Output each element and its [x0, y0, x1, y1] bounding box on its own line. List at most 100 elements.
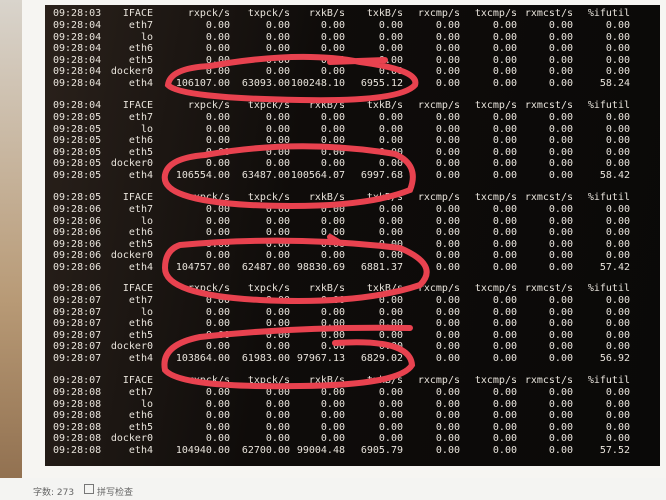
- value-cell: 0.00: [492, 238, 517, 250]
- value-cell: 6881.37: [360, 262, 403, 273]
- value-cell: rxmcst/s: [524, 283, 573, 294]
- value-cell: rxpck/s: [187, 192, 230, 203]
- value-cell: 0.00: [548, 421, 573, 433]
- value-cell: 0.00: [265, 306, 290, 318]
- value-cell: 0.00: [205, 31, 230, 43]
- value-cell: 0.00: [265, 238, 290, 250]
- value-cell: 0.00: [492, 353, 517, 364]
- value-cell: 0.00: [205, 398, 230, 410]
- value-cell: 0.00: [605, 329, 630, 341]
- table-row: 09:28:06 docker0 0.00 0.00 0.00 0.00 0.00 0.00 0…: [45, 250, 660, 262]
- value-cell: docker0: [110, 433, 153, 445]
- value-cell: txcmp/s: [474, 100, 517, 111]
- value-cell: 0.00: [605, 54, 630, 66]
- value-cell: 0.00: [548, 135, 573, 147]
- value-cell: eth7: [128, 20, 153, 31]
- table-row: 09:28:06 eth4 104757.00 62487.00 98830.69 688…: [45, 262, 660, 274]
- value-cell: 0.00: [605, 215, 630, 227]
- value-cell: 106107.00: [175, 78, 230, 89]
- time-cell: 09:28:06: [53, 238, 102, 250]
- value-cell: 0.00: [265, 318, 290, 330]
- value-cell: eth5: [128, 238, 153, 250]
- time-cell: 09:28:04: [53, 100, 102, 111]
- time-cell: 09:28:04: [53, 78, 102, 89]
- value-cell: 0.00: [320, 387, 345, 398]
- value-cell: 0.00: [265, 341, 290, 353]
- value-cell: 63093.00: [241, 78, 290, 89]
- terminal-screenshot-image[interactable]: 09:28:03 IFACE rxpck/s txpck/s rxkB/s txkB/s r…: [45, 5, 660, 466]
- value-cell: 0.00: [492, 170, 517, 181]
- value-cell: 0.00: [378, 54, 403, 66]
- value-cell: 6829.02: [360, 353, 403, 364]
- value-cell: rxcmp/s: [417, 283, 460, 294]
- value-cell: 0.00: [205, 54, 230, 66]
- value-cell: 63487.00: [241, 170, 290, 181]
- value-cell: 0.00: [320, 204, 345, 215]
- value-cell: 0.00: [320, 433, 345, 445]
- value-cell: 0.00: [548, 215, 573, 227]
- table-row: 09:28:08 eth5 0.00 0.00 0.00 0.00 0.00 0.00 0.00…: [45, 422, 660, 434]
- value-cell: 0.00: [320, 227, 345, 239]
- value-cell: 0.00: [435, 54, 460, 66]
- value-cell: 0.00: [435, 170, 460, 181]
- value-cell: txcmp/s: [474, 375, 517, 386]
- value-cell: 0.00: [605, 387, 630, 398]
- value-cell: IFACE: [122, 375, 153, 386]
- value-cell: 0.00: [548, 445, 573, 456]
- value-cell: 0.00: [435, 398, 460, 410]
- value-cell: 0.00: [320, 318, 345, 330]
- value-cell: 0.00: [320, 43, 345, 55]
- table-row: 09:28:07 eth4 103864.00 61983.00 97967.13 682…: [45, 353, 660, 365]
- value-cell: rxcmp/s: [417, 192, 460, 203]
- value-cell: 0.00: [548, 112, 573, 123]
- value-cell: 0.00: [435, 135, 460, 147]
- time-cell: 09:28:07: [53, 306, 102, 318]
- value-cell: 0.00: [492, 410, 517, 422]
- value-cell: rxpck/s: [187, 100, 230, 111]
- time-cell: 09:28:04: [53, 20, 102, 31]
- value-cell: 0.00: [492, 398, 517, 410]
- value-cell: eth4: [128, 445, 153, 456]
- checkbox-icon[interactable]: [84, 484, 94, 494]
- spellcheck-button[interactable]: 拼写检查: [97, 488, 134, 498]
- value-cell: 0.00: [605, 341, 630, 353]
- time-cell: 09:28:04: [53, 54, 102, 66]
- value-cell: 0.00: [320, 158, 345, 170]
- value-cell: 0.00: [265, 123, 290, 135]
- value-cell: 0.00: [265, 135, 290, 147]
- table-row: 09:28:08 eth7 0.00 0.00 0.00 0.00 0.00 0.00 0.00…: [45, 387, 660, 399]
- value-cell: lo: [140, 306, 153, 318]
- value-cell: 0.00: [605, 318, 630, 330]
- value-cell: rxkB/s: [308, 100, 345, 111]
- table-row: 09:28:04 docker0 0.00 0.00 0.00 0.00 0.00 0.00 0…: [45, 66, 660, 78]
- value-cell: 0.00: [265, 158, 290, 170]
- value-cell: 0.00: [548, 410, 573, 422]
- value-cell: %ifutil: [587, 192, 630, 203]
- value-cell: 6955.12: [360, 78, 403, 89]
- value-cell: 56.92: [599, 353, 630, 364]
- value-cell: 0.00: [492, 421, 517, 433]
- value-cell: 0.00: [548, 54, 573, 66]
- header-row: 09:28:04 IFACE rxpck/s txpck/s rxkB/s txkB/s r…: [45, 100, 660, 112]
- value-cell: 0.00: [548, 204, 573, 215]
- value-cell: 62700.00: [241, 445, 290, 456]
- value-cell: 0.00: [320, 250, 345, 262]
- value-cell: 0.00: [435, 215, 460, 227]
- value-cell: 0.00: [378, 215, 403, 227]
- value-cell: 0.00: [492, 78, 517, 89]
- table-row: 09:28:04 eth7 0.00 0.00 0.00 0.00 0.00 0.00 0.00…: [45, 20, 660, 32]
- value-cell: eth6: [128, 43, 153, 55]
- value-cell: txkB/s: [366, 100, 403, 111]
- value-cell: 0.00: [320, 112, 345, 123]
- table-row: 09:28:05 eth4 106554.00 63487.00 100564.07 69…: [45, 170, 660, 182]
- value-cell: txpck/s: [247, 192, 290, 203]
- value-cell: eth6: [128, 135, 153, 147]
- table-row: 09:28:08 eth4 104940.00 62700.00 99004.48 690…: [45, 445, 660, 457]
- value-cell: rxmcst/s: [524, 192, 573, 203]
- value-cell: 0.00: [492, 20, 517, 31]
- value-cell: 0.00: [548, 170, 573, 181]
- value-cell: IFACE: [122, 100, 153, 111]
- table-row: 09:28:07 eth6 0.00 0.00 0.00 0.00 0.00 0.00 0.00…: [45, 318, 660, 330]
- value-cell: 0.00: [605, 410, 630, 422]
